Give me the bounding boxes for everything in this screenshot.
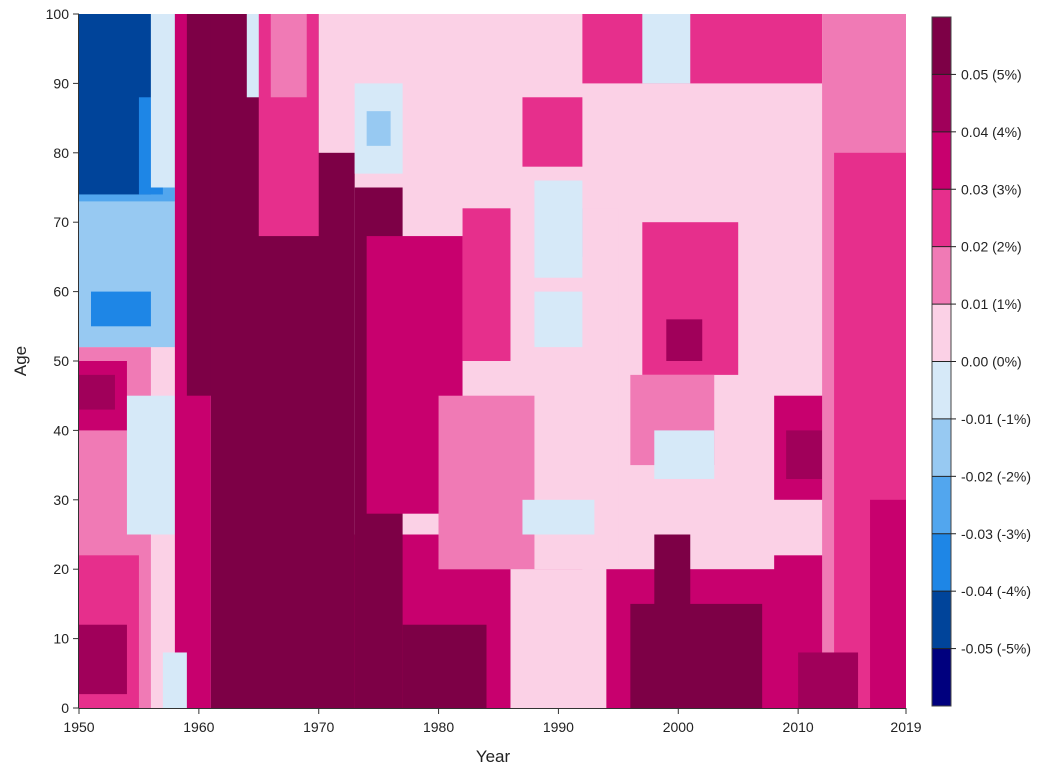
legend-label: -0.04 (-4%) (961, 583, 1031, 599)
y-tick-label: 0 (61, 700, 69, 716)
legend-color-band (932, 74, 951, 133)
heatmap-cell (654, 430, 715, 479)
legend-color-band (932, 591, 951, 650)
legend-color-band (932, 304, 951, 362)
legend-color-band (932, 648, 951, 707)
heatmap-cell (438, 513, 511, 570)
heatmap-cell (798, 652, 859, 708)
y-tick-label: 70 (53, 214, 69, 230)
heatmap-cell (522, 97, 583, 167)
y-tick-label: 40 (53, 422, 69, 438)
heatmap-cell (786, 430, 823, 479)
x-axis-title: Year (476, 747, 511, 766)
heatmap-cell (630, 603, 763, 708)
color-legend: 0.05 (5%) 0.04 (4%) 0.03 (3%) 0.02 (2%) 0.01… (931, 16, 1031, 707)
heatmap-cell (162, 652, 187, 708)
legend-label: 0.05 (5%) (961, 66, 1022, 82)
x-axis: 1950 1960 1970 1980 1990 2000 2010 2019 (63, 708, 922, 735)
heatmap-cell (462, 208, 511, 361)
legend-color-band (932, 476, 951, 535)
x-tick-label: 2010 (783, 719, 814, 735)
y-tick-label: 10 (53, 631, 69, 647)
y-tick-label: 30 (53, 492, 69, 508)
y-tick-label: 60 (53, 284, 69, 300)
y-tick-label: 20 (53, 561, 69, 577)
x-tick-label: 2019 (890, 719, 921, 735)
legend-label: -0.01 (-1%) (961, 411, 1031, 427)
x-tick-label: 1950 (63, 719, 94, 735)
heatmap-cell (90, 291, 151, 327)
heatmap-cell (870, 499, 906, 708)
x-tick-label: 1990 (543, 719, 574, 735)
legend-label: 0.01 (1%) (961, 296, 1022, 312)
y-tick-label: 80 (53, 145, 69, 161)
heatmap-cell (534, 291, 583, 348)
y-tick-label: 100 (46, 6, 70, 22)
heatmap-plot-area (79, 14, 906, 709)
y-tick-label: 50 (53, 353, 69, 369)
heatmap-cell (150, 14, 175, 188)
legend-color-band (932, 246, 951, 305)
heatmap-cell (402, 624, 487, 708)
heatmap-cell (582, 14, 823, 84)
legend-label: -0.02 (-2%) (961, 468, 1031, 484)
legend-label: -0.05 (-5%) (961, 641, 1031, 657)
legend-color-band (932, 189, 951, 248)
heatmap-cell (366, 111, 391, 146)
heatmap-cell (642, 14, 691, 84)
legend-label: -0.03 (-3%) (961, 526, 1031, 542)
legend-color-band (932, 17, 951, 75)
heatmap-cell (522, 499, 595, 535)
legend-label: 0.00 (0%) (961, 354, 1022, 370)
legend-label: 0.02 (2%) (961, 239, 1022, 255)
legend-color-band (932, 418, 951, 477)
heatmap-cell (79, 374, 115, 410)
y-axis-title: Age (11, 346, 30, 376)
x-tick-label: 1970 (303, 719, 334, 735)
y-tick-label: 90 (53, 75, 69, 91)
heatmap-cell (270, 14, 307, 98)
x-tick-label: 1960 (183, 719, 214, 735)
heatmap-cell (654, 534, 691, 708)
heatmap-cell (666, 319, 703, 361)
legend-color-band (932, 361, 951, 420)
heatmap-cell (79, 14, 151, 195)
legend-label: 0.03 (3%) (961, 181, 1022, 197)
x-tick-label: 1980 (423, 719, 454, 735)
heatmap-cell (126, 395, 175, 535)
legend-label: 0.04 (4%) (961, 124, 1022, 140)
y-axis: 0 10 20 30 40 50 60 70 80 90 100 (46, 6, 79, 716)
heatmap-cell (534, 180, 583, 278)
x-tick-label: 2000 (663, 719, 694, 735)
legend-color-band (932, 533, 951, 592)
heatmap-cell (79, 624, 127, 695)
legend-color-band (932, 131, 951, 190)
